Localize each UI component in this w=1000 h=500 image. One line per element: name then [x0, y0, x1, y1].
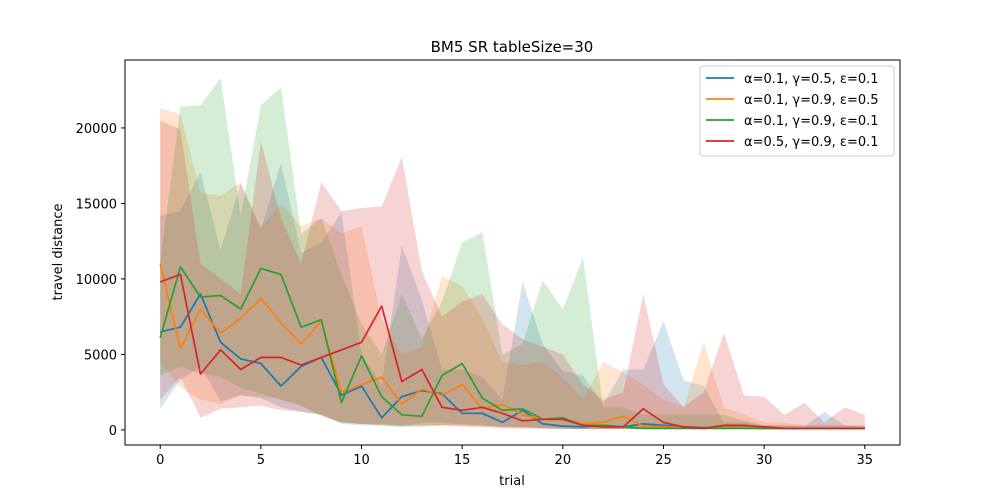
y-axis: 0 5000 10000 15000 20000 [76, 122, 125, 439]
x-axis: 0 5 10 15 20 25 30 35 [156, 445, 873, 468]
x-tick-label: 0 [156, 453, 164, 468]
x-tick-label: 35 [856, 453, 873, 468]
legend: α=0.1, γ=0.5, ε=0.1 α=0.1, γ=0.9, ε=0.5 α=… [699, 65, 895, 157]
chart-title: BM5 SR tableSize=30 [431, 38, 594, 56]
series-1-band [160, 108, 865, 430]
x-axis-label: trial [499, 474, 525, 489]
series-3-line [159, 273, 865, 430]
x-tick-label: 25 [655, 453, 672, 468]
series-0-band [160, 162, 865, 430]
x-tick-label: 15 [454, 453, 471, 468]
legend-label: α=0.5, γ=0.9, ε=0.1 [744, 135, 879, 150]
y-tick-label: 5000 [84, 348, 117, 363]
y-tick-label: 20000 [76, 122, 117, 137]
plot-frame [124, 59, 901, 446]
legend-label: α=0.1, γ=0.9, ε=0.1 [744, 114, 879, 129]
y-axis-label: travel distance [51, 204, 66, 301]
legend-box [699, 65, 895, 157]
x-tick-label: 10 [353, 453, 370, 468]
series-2-band [160, 78, 865, 430]
y-tick-label: 0 [109, 424, 117, 439]
y-tick-label: 15000 [76, 197, 117, 212]
x-tick-label: 30 [756, 453, 773, 468]
x-tick-label: 20 [555, 453, 572, 468]
legend-label: α=0.1, γ=0.5, ε=0.1 [744, 72, 879, 87]
series-lines [159, 263, 865, 430]
y-tick-label: 10000 [76, 273, 117, 288]
legend-label: α=0.1, γ=0.9, ε=0.5 [744, 93, 879, 108]
series-2-line [159, 265, 865, 430]
x-tick-label: 5 [257, 453, 265, 468]
